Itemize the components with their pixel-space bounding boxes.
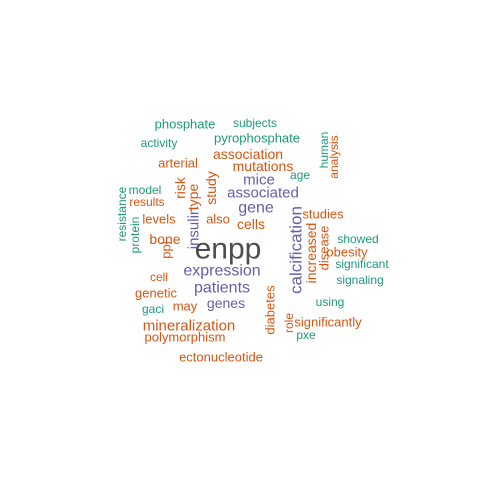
word-genetic: genetic [135, 286, 177, 301]
word-showed: showed [337, 232, 378, 246]
word-phosphate: phosphate [155, 117, 216, 132]
word-enpp: enpp [195, 233, 262, 266]
word-association: association [213, 146, 283, 162]
word-polymorphism: polymorphism [145, 330, 226, 345]
word-disease: disease [317, 226, 332, 271]
word-gene: gene [238, 200, 274, 217]
word-model: model [129, 183, 162, 197]
word-ppi: ppi [159, 241, 174, 258]
word-risk: risk [172, 176, 188, 199]
word-activity: activity [141, 136, 178, 150]
word-analysis: analysis [327, 135, 341, 178]
word-results: results [129, 195, 164, 209]
word-pyrophosphate: pyrophosphate [214, 131, 300, 146]
word-also: also [206, 212, 230, 227]
word-protein: protein [128, 217, 142, 254]
word-mutations: mutations [233, 158, 294, 174]
word-may: may [173, 299, 198, 314]
word-genes: genes [207, 295, 245, 311]
word-cell: cell [150, 270, 168, 284]
word-study: study [203, 171, 219, 204]
word-levels: levels [142, 212, 176, 227]
word-calcification: calcification [287, 206, 306, 294]
word-mineralization: mineralization [143, 318, 236, 335]
word-increased: increased [303, 223, 319, 284]
word-gaci: gaci [142, 302, 164, 316]
word-expression: expression [183, 263, 260, 280]
word-pxe: pxe [296, 328, 316, 342]
word-using: using [316, 295, 345, 309]
word-bone: bone [149, 231, 180, 247]
word-cells: cells [237, 216, 265, 232]
word-subjects: subjects [233, 116, 277, 130]
word-age: age [290, 168, 310, 182]
word-ectonucleotide: ectonucleotide [179, 350, 263, 365]
word-human: human [317, 132, 331, 169]
word-role: role [282, 313, 296, 333]
word-diabetes: diabetes [263, 285, 278, 335]
word-obesity: obesity [326, 245, 368, 260]
word-mice: mice [243, 172, 275, 189]
word-significantly: significantly [294, 315, 362, 330]
word-associated: associated [227, 185, 299, 202]
word-resistance: resistance [115, 186, 129, 241]
word-patients: patients [194, 280, 250, 297]
word-significant: significant [335, 257, 389, 271]
word-type: type [185, 184, 201, 211]
word-studies: studies [302, 207, 344, 222]
word-arterial: arterial [158, 156, 198, 171]
word-insulin: insulin [186, 207, 203, 250]
word-signaling: signaling [336, 273, 383, 287]
